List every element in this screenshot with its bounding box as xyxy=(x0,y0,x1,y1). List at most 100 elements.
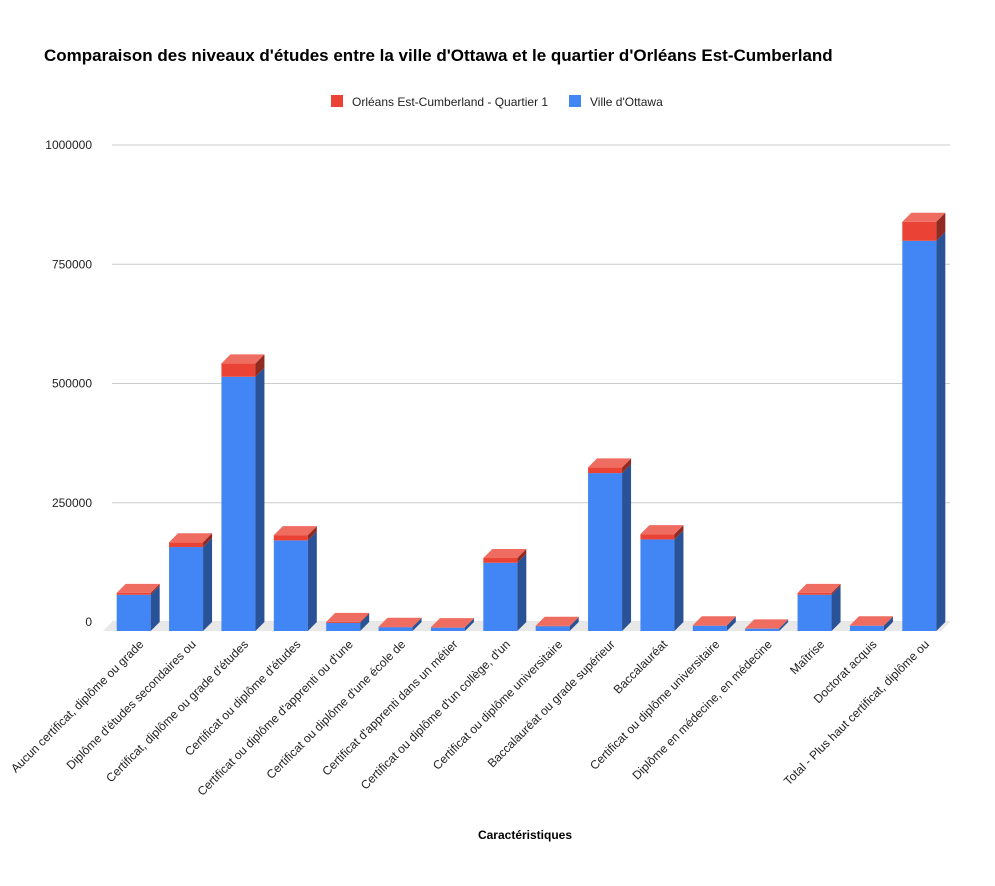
bar-segment xyxy=(692,625,727,631)
bar-segment xyxy=(588,473,623,631)
bar-side xyxy=(255,367,265,631)
bar-stack xyxy=(326,612,370,631)
bar-stack xyxy=(692,616,736,631)
bar-side xyxy=(464,618,474,631)
bar-side xyxy=(255,354,265,377)
legend-label-orleans: Orléans Est-Cumberland - Quartier 1 xyxy=(352,95,548,109)
bar-stack xyxy=(169,533,213,631)
bar-side xyxy=(674,530,684,631)
bar-top xyxy=(169,533,213,543)
y-tick-label: 500000 xyxy=(52,377,92,391)
x-category-label: Maîtrise xyxy=(787,637,827,677)
bar-stack xyxy=(483,549,527,631)
y-tick-label: 0 xyxy=(85,615,92,629)
bar-top xyxy=(745,619,789,629)
bar-top xyxy=(535,616,579,626)
bar-side xyxy=(883,616,893,626)
bar-segment xyxy=(169,542,204,548)
bar-side xyxy=(203,533,213,548)
bar-side xyxy=(569,617,579,631)
bar-segment xyxy=(273,535,308,541)
bar-stack xyxy=(797,583,841,631)
bar-stack xyxy=(378,617,422,631)
bar-side xyxy=(517,549,527,563)
bar-stack xyxy=(273,526,317,631)
bar-top xyxy=(221,354,265,364)
bar-side xyxy=(622,458,632,474)
bar-side xyxy=(622,464,632,631)
bar-top xyxy=(797,583,841,593)
x-axis-categories: Aucun certificat, diplôme ou gradeDiplôm… xyxy=(8,637,932,799)
y-tick-label: 750000 xyxy=(52,257,92,271)
bar-segment xyxy=(902,240,937,631)
bar-top xyxy=(326,612,370,622)
bar-top xyxy=(588,458,632,468)
bar-segment xyxy=(221,376,256,631)
bar-side xyxy=(360,613,370,631)
bar-side xyxy=(726,616,736,631)
bar-segment xyxy=(116,594,151,631)
bar-top xyxy=(902,212,946,222)
bar-segment xyxy=(116,592,151,595)
legend-label-ottawa: Ville d'Ottawa xyxy=(590,95,663,109)
y-tick-label: 1000000 xyxy=(45,138,92,152)
bar-side xyxy=(412,617,422,628)
bar-segment xyxy=(640,539,675,631)
bar-segment xyxy=(430,627,465,631)
bar-stack xyxy=(849,616,893,631)
bar-top xyxy=(273,526,317,536)
bar-side xyxy=(936,212,946,241)
bar-segment xyxy=(797,594,832,631)
bar-side xyxy=(360,612,370,623)
bar-top xyxy=(378,617,422,627)
bar-stack xyxy=(116,583,160,631)
bar-segment xyxy=(273,540,308,631)
bar-stack xyxy=(902,212,946,631)
bar-side xyxy=(150,583,160,595)
bar-side xyxy=(307,526,317,541)
bar-stack xyxy=(640,525,684,631)
bar-top xyxy=(640,525,684,535)
bar-stack xyxy=(745,619,789,631)
bar-side xyxy=(883,616,893,631)
bar-segment xyxy=(221,363,256,377)
y-tick-label: 250000 xyxy=(52,496,92,510)
bar-top xyxy=(430,618,474,628)
bar-segment xyxy=(640,534,675,540)
bar-segment xyxy=(849,625,884,631)
bar-side xyxy=(831,583,841,595)
bar-top xyxy=(692,616,736,626)
bar-side xyxy=(464,618,474,628)
legend: Orléans Est-Cumberland - Quartier 1 Vill… xyxy=(331,95,663,109)
bar-side xyxy=(517,553,527,631)
y-axis-ticks: 0 250000 500000 750000 1000000 xyxy=(45,138,92,629)
bar-segment xyxy=(326,621,361,623)
bar-segment xyxy=(797,592,832,595)
bar-top xyxy=(483,549,527,559)
bar-side xyxy=(726,616,736,626)
bar-segment xyxy=(535,626,570,631)
bar-top xyxy=(849,616,893,626)
bar-side xyxy=(307,531,317,631)
bar-segment xyxy=(169,547,204,631)
legend-swatch-ottawa xyxy=(569,95,581,107)
bars xyxy=(116,212,946,631)
bar-segment xyxy=(588,467,623,474)
legend-swatch-orleans xyxy=(331,95,343,107)
bar-side xyxy=(831,585,841,631)
chart-title: Comparaison des niveaux d'études entre l… xyxy=(44,46,833,65)
bar-stack xyxy=(588,458,632,631)
bar-stack xyxy=(535,616,579,631)
bar-segment xyxy=(378,627,413,631)
chart-floor xyxy=(103,622,950,631)
bar-side xyxy=(150,585,160,631)
bar-side xyxy=(203,538,213,631)
bar-side xyxy=(779,619,789,631)
chart-floor-plane xyxy=(103,622,950,631)
x-axis-title: Caractéristiques xyxy=(478,828,572,842)
bar-side xyxy=(936,231,946,631)
bar-stack xyxy=(221,354,265,631)
bar-segment xyxy=(745,628,780,631)
bar-side xyxy=(674,525,684,540)
